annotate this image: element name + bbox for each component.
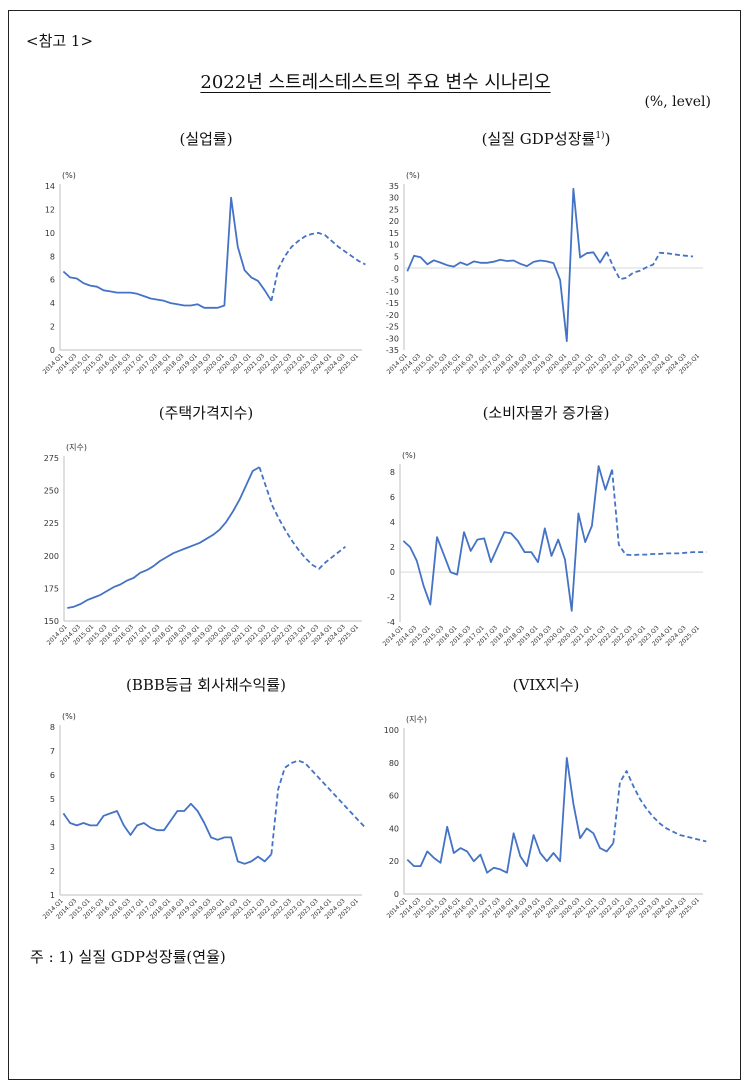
panel-title-gdp: (실질 GDP성장률1)) xyxy=(396,128,696,149)
y-tick-label: 150 xyxy=(44,617,59,626)
y-tick-label: 4 xyxy=(50,819,55,828)
y-tick-label: 10 xyxy=(45,229,55,238)
unit-note: (%, level) xyxy=(644,94,711,110)
axis-unit-label: (지수) xyxy=(66,443,87,452)
y-tick-label: 225 xyxy=(44,519,59,528)
y-tick-label: -2 xyxy=(387,593,395,602)
y-tick-label: -15 xyxy=(386,299,399,308)
y-tick-label: 6 xyxy=(50,276,55,285)
panel-title-text: (소비자물가 증가율) xyxy=(482,404,610,422)
y-tick-label: -20 xyxy=(386,311,399,320)
y-tick-label: 100 xyxy=(384,726,399,735)
y-tick-label: -30 xyxy=(386,334,399,343)
actual-series-line xyxy=(62,196,273,309)
y-tick-label: 0 xyxy=(394,264,399,273)
panel-title-text: (실업률) xyxy=(179,130,233,148)
y-tick-label: 40 xyxy=(389,824,399,833)
axis-unit-label: (%) xyxy=(62,171,76,180)
y-tick-label: 14 xyxy=(45,182,55,191)
y-tick-label: 2 xyxy=(390,543,395,552)
scenario-series-line xyxy=(605,251,694,281)
y-tick-label: 12 xyxy=(45,205,55,214)
y-tick-label: 35 xyxy=(389,182,399,191)
y-tick-label: 8 xyxy=(50,723,55,732)
y-tick-label: 1 xyxy=(50,891,55,900)
panel-title-text: (실질 GDP성장률 xyxy=(481,130,596,148)
y-tick-label: -4 xyxy=(387,618,395,627)
reference-label: <참고 1> xyxy=(26,32,94,50)
panel-title-bbb-yield: (BBB등급 회사채수익률) xyxy=(56,674,356,695)
y-tick-label: 8 xyxy=(50,252,55,261)
scenario-series-line xyxy=(258,466,346,570)
panel-title-text: (VIX지수) xyxy=(512,676,580,694)
y-tick-label: -5 xyxy=(391,276,399,285)
y-tick-label: 20 xyxy=(389,857,399,866)
footnote: 주 : 1) 실질 GDP성장률(연율) xyxy=(30,948,226,966)
scenario-series-line xyxy=(612,770,707,844)
panel-title-unemployment: (실업률) xyxy=(56,128,356,149)
y-tick-label: 200 xyxy=(44,552,59,561)
footnote-marker: 1) xyxy=(595,131,605,141)
axis-unit-label: (%) xyxy=(406,171,420,180)
main-title-text: 2022년 스트레스테스트의 주요 변수 시나리오 xyxy=(200,72,551,93)
y-tick-label: 10 xyxy=(389,241,399,250)
actual-series-line xyxy=(402,465,613,612)
y-tick-label: 0 xyxy=(394,890,399,899)
main-title: 2022년 스트레스테스트의 주요 변수 시나리오 xyxy=(0,68,751,94)
y-tick-label: -25 xyxy=(386,323,399,332)
actual-series-line xyxy=(406,757,615,874)
y-tick-label: 0 xyxy=(50,346,55,355)
panel-title-text: (BBB등급 회사채수익률) xyxy=(126,676,286,694)
panel-title-text: (주택가격지수) xyxy=(158,404,254,422)
axis-unit-label: (지수) xyxy=(406,715,427,724)
y-tick-label: 20 xyxy=(389,217,399,226)
y-tick-label: 5 xyxy=(50,795,55,804)
panel-title-house-price: (주택가격지수) xyxy=(56,402,356,423)
actual-series-line xyxy=(67,466,260,609)
y-tick-label: 15 xyxy=(389,229,399,238)
scenario-series-line xyxy=(270,231,366,301)
y-tick-label: 2 xyxy=(50,867,55,876)
y-tick-label: 3 xyxy=(50,843,55,852)
panel-title-cpi: (소비자물가 증가율) xyxy=(396,402,696,423)
axis-unit-label: (%) xyxy=(62,712,76,721)
y-tick-label: 80 xyxy=(389,759,399,768)
y-tick-label: 7 xyxy=(50,747,55,756)
panel-title-vix: (VIX지수) xyxy=(396,674,696,695)
y-tick-label: 175 xyxy=(44,584,59,593)
y-tick-label: 250 xyxy=(44,487,59,496)
y-tick-label: 8 xyxy=(390,468,395,477)
y-tick-label: 275 xyxy=(44,454,59,463)
y-tick-label: 4 xyxy=(50,299,55,308)
y-tick-label: 60 xyxy=(389,792,399,801)
page-frame xyxy=(8,10,741,1080)
y-tick-label: 0 xyxy=(390,568,395,577)
actual-series-line xyxy=(406,187,608,343)
y-tick-label: 4 xyxy=(390,518,395,527)
y-tick-label: 2 xyxy=(50,323,55,332)
panel-title-close: ) xyxy=(604,130,611,148)
y-tick-label: -10 xyxy=(386,287,399,296)
y-tick-label: 25 xyxy=(389,205,399,214)
y-tick-label: 6 xyxy=(390,493,395,502)
actual-series-line xyxy=(62,802,273,865)
scenario-series-line xyxy=(611,469,707,557)
y-tick-label: -35 xyxy=(386,346,399,355)
y-tick-label: 5 xyxy=(394,252,399,261)
axis-unit-label: (%) xyxy=(402,451,416,460)
scenario-series-line xyxy=(270,759,367,855)
y-tick-label: 30 xyxy=(389,194,399,203)
y-tick-label: 6 xyxy=(50,771,55,780)
